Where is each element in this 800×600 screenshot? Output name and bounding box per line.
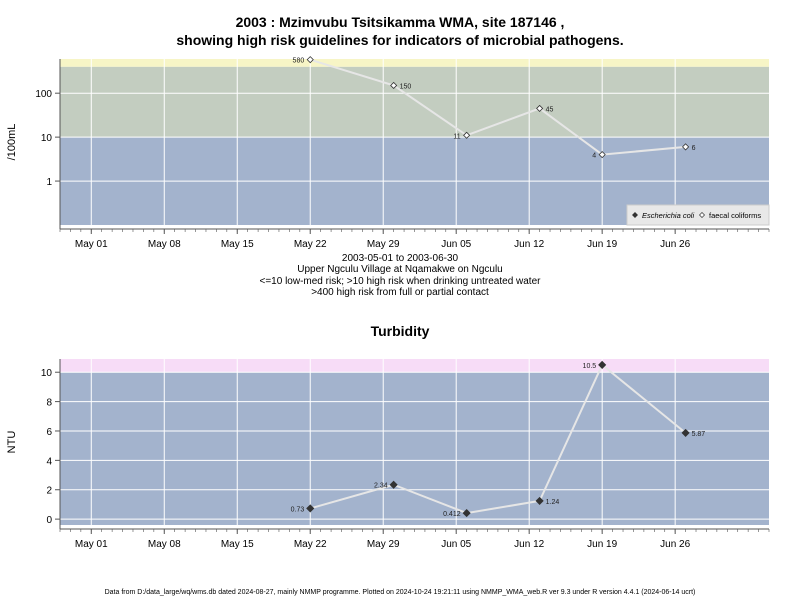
- panel2-data-label: 2.34: [374, 483, 388, 490]
- panel2-x-tick-label: May 22: [294, 539, 327, 550]
- panel1-data-point: [463, 131, 471, 139]
- panel1-y-axis-label: /100mL: [6, 124, 18, 161]
- panel1-data-point: [598, 151, 606, 159]
- panel1-x-tick-label: Jun 05: [441, 239, 471, 250]
- panel1-legend-item: faecal coliforms: [709, 211, 761, 220]
- panel2-x-tick-label: Jun 26: [660, 539, 690, 550]
- panel2-data-label: 0.73: [291, 506, 305, 513]
- panel1-data-label: 11: [453, 133, 460, 140]
- panel1-x-tick-label: Jun 19: [587, 239, 617, 250]
- panel2-data-point: [598, 360, 607, 369]
- panel1-data-label: 580: [293, 58, 305, 65]
- chart-title-line1: 2003 : Mzimvubu Tsitsikamma WMA, site 18…: [235, 14, 565, 30]
- panel2-y-tick-label: 4: [46, 456, 52, 467]
- panel1-y-tick-label: 1: [46, 177, 52, 188]
- panel2-data-point: [462, 509, 471, 518]
- panel2-band-0: [60, 372, 769, 525]
- panel1-legend-symbol: [699, 212, 705, 218]
- panel1-x-tick-label: Jun 26: [660, 239, 690, 250]
- panel1-data-point: [536, 104, 544, 112]
- panel1-band-2: [60, 59, 769, 67]
- panel2-data-label: 10.5: [583, 363, 597, 370]
- panel2-data-label: 5.87: [692, 431, 706, 438]
- footer-note: Data from D:/data_large/wq/wms.db dated …: [104, 589, 696, 596]
- caption-risk-contact: >400 high risk from full or partial cont…: [311, 287, 489, 298]
- caption-site: Upper Ngculu Village at Nqamakwe on Ngcu…: [297, 264, 503, 275]
- panel2-data-point: [389, 480, 398, 489]
- panel1-x-tick-label: May 15: [221, 239, 254, 250]
- panel2-data-point: [535, 496, 544, 505]
- panel2-y-axis-label: NTU: [6, 431, 18, 454]
- panel2-y-tick-label: 10: [41, 368, 53, 379]
- panel1-y-tick-label: 100: [35, 89, 52, 100]
- panel1-data-point: [390, 81, 398, 90]
- chart-title-line2: showing high risk guidelines for indicat…: [176, 32, 624, 48]
- panel1-band-1: [60, 66, 769, 138]
- panel2-data-label: 1.24: [546, 499, 560, 506]
- panel2-y-tick-label: 8: [46, 398, 52, 409]
- caption-risk-drinking: <=10 low-med risk; >10 high risk when dr…: [259, 276, 541, 287]
- panel2-band-1: [60, 359, 769, 373]
- panel2-data-label: 0.412: [443, 511, 461, 518]
- panel2-x-tick-label: May 29: [367, 539, 400, 550]
- panel1-data-label: 4: [592, 153, 596, 160]
- caption-date-range: 2003-05-01 to 2003-06-30: [341, 253, 459, 264]
- panel2-data-point: [306, 504, 315, 513]
- panel1-data-point: [682, 143, 690, 151]
- panel1-data-label: 150: [400, 83, 412, 90]
- panel2-x-tick-label: Jun 12: [514, 539, 544, 550]
- panel2-x-tick-label: May 08: [148, 539, 181, 550]
- panel1-x-tick-label: May 29: [367, 239, 400, 250]
- panel1-data-point: [306, 56, 314, 64]
- panel1-y-tick-label: 10: [41, 133, 53, 144]
- panel1-legend-box: [626, 204, 770, 226]
- panel2-x-tick-label: Jun 19: [587, 539, 617, 550]
- panel2-y-tick-label: 2: [46, 486, 52, 497]
- panel2-series-line: [309, 363, 687, 515]
- panel2-data-point: [681, 428, 690, 437]
- panel1-legend-item: Escherichia coli: [642, 211, 694, 220]
- panel1-series-line: [309, 58, 686, 156]
- panel2-x-tick-label: May 15: [221, 539, 254, 550]
- panel1-data-label: 6: [692, 145, 696, 152]
- panel2-y-tick-label: 6: [46, 427, 52, 438]
- panel1-x-tick-label: Jun 12: [514, 239, 544, 250]
- panel1-legend-symbol: [632, 212, 638, 218]
- panel1-data-label: 45: [546, 106, 554, 113]
- panel2-x-tick-label: Jun 05: [441, 539, 471, 550]
- panel2-x-tick-label: May 01: [75, 539, 108, 550]
- panel1-x-tick-label: May 01: [75, 239, 108, 250]
- panel2-y-tick-label: 0: [46, 515, 52, 526]
- turbidity-title: Turbidity: [370, 323, 430, 339]
- panel1-x-tick-label: May 22: [294, 239, 327, 250]
- panel1-x-tick-label: May 08: [148, 239, 181, 250]
